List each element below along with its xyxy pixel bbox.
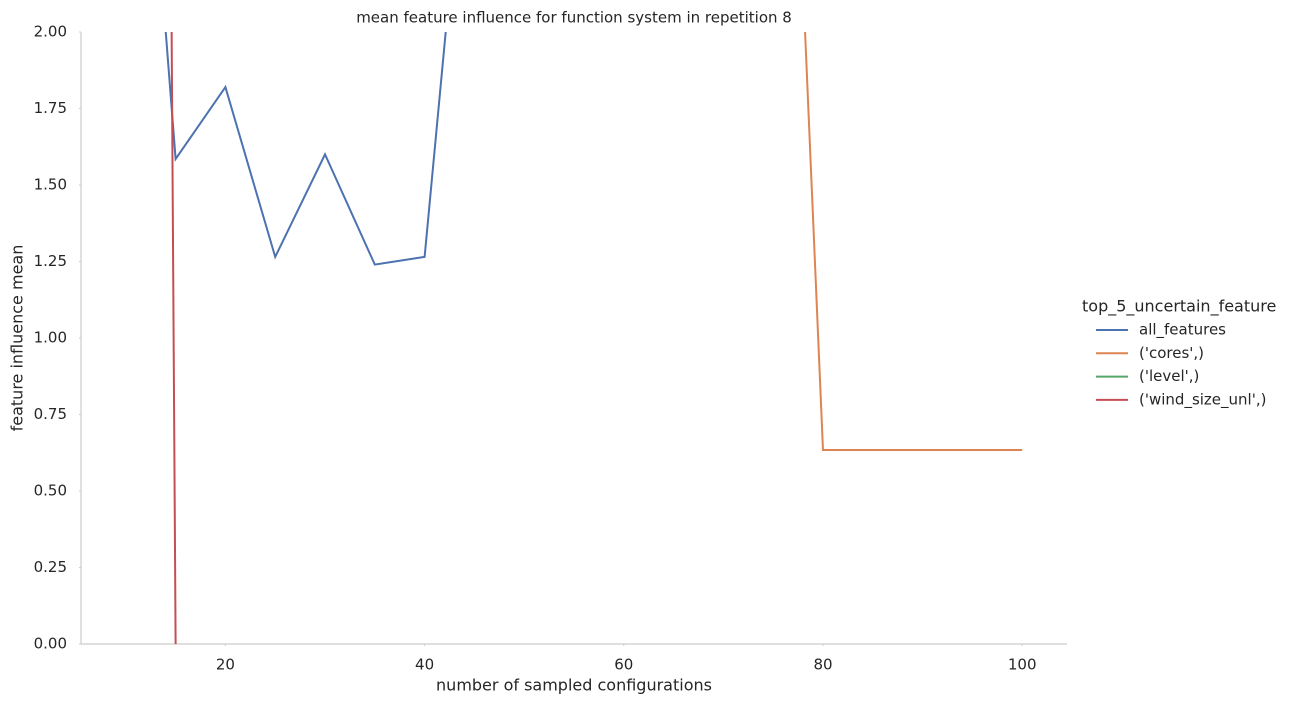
legend-label: ('cores',) bbox=[1139, 344, 1204, 362]
series-line bbox=[170, 32, 177, 644]
x-tick-label: 100 bbox=[1008, 656, 1037, 674]
y-tick-label: 2.00 bbox=[34, 23, 67, 41]
legend-label: all_features bbox=[1139, 321, 1226, 340]
y-tick-label: 0.00 bbox=[34, 635, 67, 653]
y-tick-label: 1.75 bbox=[34, 99, 67, 117]
legend-label: ('level',) bbox=[1139, 367, 1199, 385]
chart-title: mean feature influence for function syst… bbox=[356, 9, 792, 27]
y-tick-label: 1.50 bbox=[34, 176, 67, 194]
x-tick-label: 20 bbox=[216, 656, 235, 674]
y-tick-label: 0.75 bbox=[34, 405, 67, 423]
plot-area bbox=[164, 32, 1023, 644]
series-line bbox=[804, 32, 1023, 451]
y-axis-label: feature influence mean bbox=[8, 245, 27, 432]
y-tick-label: 1.00 bbox=[34, 329, 67, 347]
y-tick-label: 0.50 bbox=[34, 482, 67, 500]
x-tick-label: 60 bbox=[614, 656, 633, 674]
series-line bbox=[164, 32, 447, 266]
legend-title: top_5_uncertain_feature bbox=[1082, 297, 1276, 317]
x-axis-label: number of sampled configurations bbox=[436, 676, 712, 695]
x-tick-label: 40 bbox=[415, 656, 434, 674]
y-tick-label: 0.25 bbox=[34, 558, 67, 576]
legend-label: ('wind_size_unl',) bbox=[1139, 390, 1266, 409]
y-tick-label: 1.25 bbox=[34, 252, 67, 270]
x-tick-label: 80 bbox=[813, 656, 832, 674]
